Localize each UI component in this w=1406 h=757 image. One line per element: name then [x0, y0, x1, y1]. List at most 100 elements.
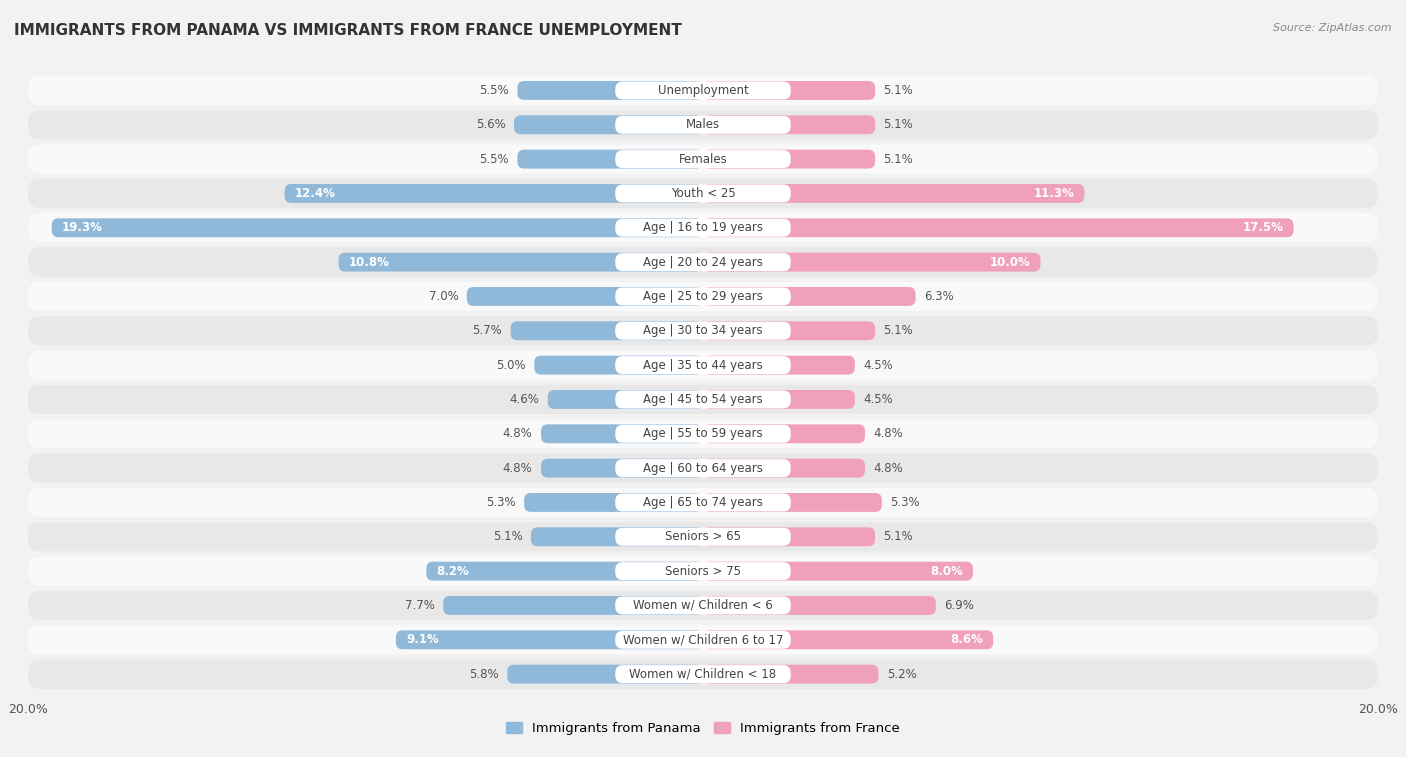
Text: Age | 65 to 74 years: Age | 65 to 74 years	[643, 496, 763, 509]
Text: 17.5%: 17.5%	[1243, 221, 1284, 234]
Text: 5.1%: 5.1%	[883, 531, 914, 544]
FancyBboxPatch shape	[616, 528, 790, 546]
FancyBboxPatch shape	[616, 459, 790, 477]
FancyBboxPatch shape	[28, 282, 1378, 311]
FancyBboxPatch shape	[703, 218, 1294, 237]
Text: 5.3%: 5.3%	[486, 496, 516, 509]
Text: Age | 35 to 44 years: Age | 35 to 44 years	[643, 359, 763, 372]
FancyBboxPatch shape	[703, 115, 875, 134]
FancyBboxPatch shape	[28, 248, 1378, 277]
FancyBboxPatch shape	[339, 253, 703, 272]
FancyBboxPatch shape	[703, 425, 865, 444]
FancyBboxPatch shape	[703, 253, 1040, 272]
Text: 4.6%: 4.6%	[509, 393, 540, 406]
FancyBboxPatch shape	[467, 287, 703, 306]
FancyBboxPatch shape	[616, 322, 790, 340]
Text: Source: ZipAtlas.com: Source: ZipAtlas.com	[1274, 23, 1392, 33]
FancyBboxPatch shape	[616, 597, 790, 615]
FancyBboxPatch shape	[443, 596, 703, 615]
FancyBboxPatch shape	[28, 385, 1378, 414]
Text: 6.3%: 6.3%	[924, 290, 953, 303]
FancyBboxPatch shape	[616, 219, 790, 237]
FancyBboxPatch shape	[510, 321, 703, 340]
FancyBboxPatch shape	[616, 150, 790, 168]
FancyBboxPatch shape	[508, 665, 703, 684]
Text: 4.8%: 4.8%	[873, 462, 903, 475]
Text: Age | 20 to 24 years: Age | 20 to 24 years	[643, 256, 763, 269]
FancyBboxPatch shape	[703, 562, 973, 581]
FancyBboxPatch shape	[531, 528, 703, 547]
Text: IMMIGRANTS FROM PANAMA VS IMMIGRANTS FROM FRANCE UNEMPLOYMENT: IMMIGRANTS FROM PANAMA VS IMMIGRANTS FRO…	[14, 23, 682, 38]
Text: 8.2%: 8.2%	[436, 565, 470, 578]
FancyBboxPatch shape	[28, 213, 1378, 242]
FancyBboxPatch shape	[28, 145, 1378, 173]
Text: 8.6%: 8.6%	[950, 634, 983, 646]
Text: 5.0%: 5.0%	[496, 359, 526, 372]
Text: 6.9%: 6.9%	[945, 599, 974, 612]
FancyBboxPatch shape	[703, 459, 865, 478]
Text: Females: Females	[679, 153, 727, 166]
FancyBboxPatch shape	[703, 596, 936, 615]
FancyBboxPatch shape	[524, 493, 703, 512]
Text: 5.5%: 5.5%	[479, 84, 509, 97]
Text: 10.8%: 10.8%	[349, 256, 389, 269]
FancyBboxPatch shape	[541, 459, 703, 478]
FancyBboxPatch shape	[52, 218, 703, 237]
FancyBboxPatch shape	[396, 631, 703, 650]
Text: 4.8%: 4.8%	[503, 427, 533, 441]
FancyBboxPatch shape	[426, 562, 703, 581]
FancyBboxPatch shape	[28, 76, 1378, 105]
Text: Age | 25 to 29 years: Age | 25 to 29 years	[643, 290, 763, 303]
FancyBboxPatch shape	[541, 425, 703, 444]
FancyBboxPatch shape	[28, 111, 1378, 139]
Text: 5.1%: 5.1%	[883, 118, 914, 131]
Text: 9.1%: 9.1%	[406, 634, 439, 646]
FancyBboxPatch shape	[703, 287, 915, 306]
FancyBboxPatch shape	[28, 488, 1378, 517]
Text: Age | 30 to 34 years: Age | 30 to 34 years	[643, 324, 763, 338]
FancyBboxPatch shape	[616, 494, 790, 512]
FancyBboxPatch shape	[703, 356, 855, 375]
FancyBboxPatch shape	[28, 625, 1378, 654]
FancyBboxPatch shape	[703, 528, 875, 547]
FancyBboxPatch shape	[703, 493, 882, 512]
Text: Age | 45 to 54 years: Age | 45 to 54 years	[643, 393, 763, 406]
FancyBboxPatch shape	[703, 184, 1084, 203]
Text: 5.5%: 5.5%	[479, 153, 509, 166]
Text: Women w/ Children < 6: Women w/ Children < 6	[633, 599, 773, 612]
Text: Unemployment: Unemployment	[658, 84, 748, 97]
FancyBboxPatch shape	[616, 356, 790, 374]
Text: Age | 55 to 59 years: Age | 55 to 59 years	[643, 427, 763, 441]
FancyBboxPatch shape	[28, 419, 1378, 448]
Text: Seniors > 65: Seniors > 65	[665, 531, 741, 544]
FancyBboxPatch shape	[28, 659, 1378, 689]
FancyBboxPatch shape	[616, 391, 790, 409]
FancyBboxPatch shape	[616, 82, 790, 99]
FancyBboxPatch shape	[28, 350, 1378, 380]
FancyBboxPatch shape	[616, 562, 790, 580]
FancyBboxPatch shape	[703, 390, 855, 409]
Text: 4.8%: 4.8%	[873, 427, 903, 441]
Text: Seniors > 75: Seniors > 75	[665, 565, 741, 578]
FancyBboxPatch shape	[534, 356, 703, 375]
FancyBboxPatch shape	[703, 81, 875, 100]
FancyBboxPatch shape	[284, 184, 703, 203]
Text: 5.7%: 5.7%	[472, 324, 502, 338]
FancyBboxPatch shape	[517, 81, 703, 100]
Text: 4.5%: 4.5%	[863, 393, 893, 406]
Legend: Immigrants from Panama, Immigrants from France: Immigrants from Panama, Immigrants from …	[501, 717, 905, 740]
FancyBboxPatch shape	[616, 665, 790, 683]
Text: Women w/ Children 6 to 17: Women w/ Children 6 to 17	[623, 634, 783, 646]
Text: 10.0%: 10.0%	[990, 256, 1031, 269]
Text: 5.6%: 5.6%	[475, 118, 506, 131]
Text: 11.3%: 11.3%	[1033, 187, 1074, 200]
Text: 7.7%: 7.7%	[405, 599, 434, 612]
FancyBboxPatch shape	[616, 631, 790, 649]
FancyBboxPatch shape	[515, 115, 703, 134]
Text: 7.0%: 7.0%	[429, 290, 458, 303]
FancyBboxPatch shape	[703, 321, 875, 340]
Text: 12.4%: 12.4%	[295, 187, 336, 200]
FancyBboxPatch shape	[616, 116, 790, 134]
FancyBboxPatch shape	[28, 591, 1378, 620]
Text: 5.1%: 5.1%	[883, 153, 914, 166]
